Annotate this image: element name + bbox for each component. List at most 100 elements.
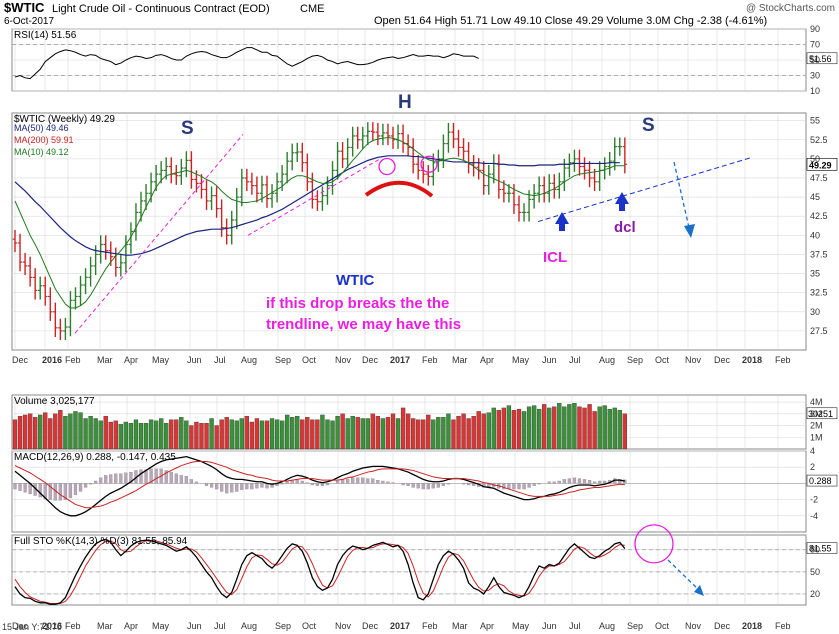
month-tick-label: Oct (302, 621, 317, 631)
price-last-value-box (806, 157, 838, 171)
y-tick-label: 50 (810, 567, 820, 577)
macd-last-value: 0.288 (809, 476, 832, 486)
icl-up-arrow (555, 212, 569, 231)
note-line-1: if this drop breaks the the (266, 295, 449, 312)
macd-histogram-bar (94, 480, 98, 484)
macd-histogram-bar (411, 483, 415, 488)
stockcharts-watermark: @ StockCharts.com (746, 3, 835, 14)
macd-histogram-bar (512, 483, 516, 490)
y-tick-label: 50 (810, 154, 820, 164)
volume-bar (244, 415, 249, 450)
volume-bar (400, 407, 406, 450)
month-tick-label: May (512, 355, 530, 365)
month-tick-label: Sep (627, 621, 643, 631)
month-tick-label: Jun (542, 355, 557, 365)
middle-trendline (247, 158, 381, 236)
y-tick-label: 2 (810, 462, 815, 472)
macd-histogram-bar (184, 476, 188, 484)
chart-date: 6-Oct-2017 (4, 16, 54, 27)
macd-histogram-bar (215, 483, 219, 490)
volume-bar (617, 410, 622, 450)
volume-bar (219, 419, 224, 450)
volume-bar (103, 415, 108, 450)
volume-bar (526, 406, 532, 450)
projection-arrow-line (673, 161, 691, 233)
volume-bar (274, 419, 280, 450)
volume-bar (405, 413, 411, 450)
macd-histogram-bar (603, 480, 607, 484)
stochastic-layer: 81.55 (12, 524, 838, 605)
month-tick-label: Mar (452, 621, 468, 631)
volume-bar (431, 419, 436, 450)
volume-bar (73, 411, 78, 450)
rsi-title: RSI(14) 51.56 (14, 30, 77, 41)
volume-bar (335, 415, 340, 450)
y-tick-label: 45 (810, 192, 820, 202)
volume-bar (279, 420, 285, 450)
volume-bar (612, 407, 617, 450)
macd-line (14, 456, 625, 517)
month-tick-label: Jul (214, 621, 226, 631)
month-tick-label: Dec (362, 355, 379, 365)
volume-bar (350, 415, 355, 450)
month-tick-label: Apr (124, 355, 138, 365)
volume-bar (340, 413, 345, 450)
month-tick-label: Mar (97, 355, 113, 365)
y-tick-label: 30 (810, 71, 820, 81)
macd-histogram-bar (18, 483, 22, 491)
volume-bar (622, 413, 627, 450)
volume-bar (315, 419, 320, 450)
volume-bar (209, 418, 214, 450)
volume-bar (486, 412, 491, 450)
volume-bar (531, 405, 537, 450)
macd-histogram-bar (154, 468, 158, 484)
y-tick-label: 80 (810, 545, 820, 555)
macd-histogram-bar (441, 483, 445, 486)
rsi-last-value: 51.56 (809, 54, 832, 64)
month-tick-label: Oct (655, 621, 670, 631)
left-circle-marker (378, 157, 396, 176)
month-tick-label: Nov (685, 621, 702, 631)
ma10-legend: MA(10) 49.12 (14, 147, 69, 157)
volume-bar (249, 421, 255, 450)
macd-histogram-bar (124, 472, 128, 484)
volume-bar (385, 417, 391, 450)
macd-last-value-box (806, 474, 838, 487)
macd-histogram-bar (119, 473, 123, 484)
month-tick-label: Feb (422, 621, 438, 631)
ma10-line (14, 136, 625, 309)
volume-bar (365, 418, 370, 450)
volume-bar (360, 418, 365, 450)
month-tick-label: Feb (775, 621, 791, 631)
volume-bar (33, 417, 38, 450)
volume-bar (264, 420, 270, 450)
volume-bar (516, 408, 522, 450)
macd-histogram-bar (532, 483, 536, 486)
axis-layer: DecDec20162016FebFebMarMarAprAprMayMayJu… (12, 24, 828, 631)
macd-title: MACD(12,26,9) 0.288, -0.147, 0.435 (14, 452, 176, 463)
volume-bar (542, 404, 547, 450)
macd-histogram-bar (235, 483, 239, 492)
month-tick-label: Nov (335, 355, 352, 365)
month-tick-label: May (152, 621, 170, 631)
exchange-label: CME (300, 3, 324, 15)
volume-bar (441, 417, 446, 450)
right-circle-marker (420, 155, 438, 173)
stochastic-arrow-head (694, 585, 704, 596)
macd-histogram-bar (436, 483, 440, 488)
volume-bar (53, 413, 58, 450)
volume-bar (537, 408, 542, 450)
volume-bar (446, 413, 451, 450)
macd-histogram-bar (240, 483, 244, 490)
macd-histogram-bar (245, 483, 249, 490)
y-tick-label: 55 (810, 116, 820, 126)
volume-bar (375, 415, 381, 450)
footer-note: 15 Jan Y:71.70 (2, 622, 62, 632)
y-tick-label: -4 (810, 511, 818, 521)
volume-bar (305, 417, 310, 450)
volume-bar (128, 423, 134, 450)
macd-histogram-bar (572, 477, 577, 484)
volume-bar (562, 406, 567, 450)
macd-histogram-bar (557, 480, 561, 484)
volume-bar (582, 407, 587, 450)
